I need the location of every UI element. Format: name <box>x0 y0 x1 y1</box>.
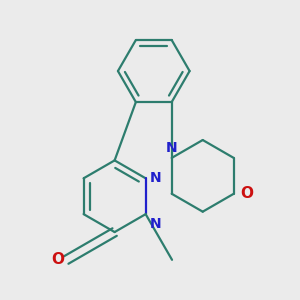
Text: N: N <box>150 171 162 185</box>
Text: N: N <box>150 217 162 231</box>
Text: O: O <box>240 186 253 201</box>
Text: N: N <box>166 141 178 155</box>
Text: O: O <box>51 253 64 268</box>
